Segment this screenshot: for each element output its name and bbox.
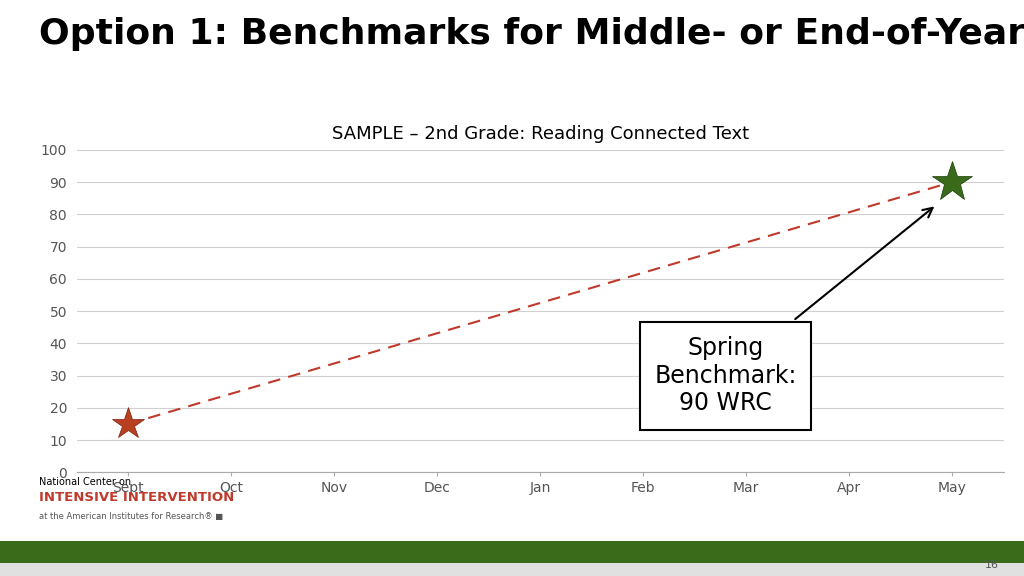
Text: 16: 16 bbox=[984, 560, 998, 570]
Text: Option 1: Benchmarks for Middle- or End-of-Year Performance: Option 1: Benchmarks for Middle- or End-… bbox=[39, 17, 1024, 51]
Text: at the American Institutes for Research® ■: at the American Institutes for Research®… bbox=[39, 512, 223, 521]
Text: INTENSIVE INTERVENTION: INTENSIVE INTERVENTION bbox=[39, 491, 234, 504]
Text: Spring
Benchmark:
90 WRC: Spring Benchmark: 90 WRC bbox=[654, 208, 933, 415]
Title: SAMPLE – 2nd Grade: Reading Connected Text: SAMPLE – 2nd Grade: Reading Connected Te… bbox=[332, 124, 749, 143]
Text: National Center on: National Center on bbox=[39, 477, 131, 487]
